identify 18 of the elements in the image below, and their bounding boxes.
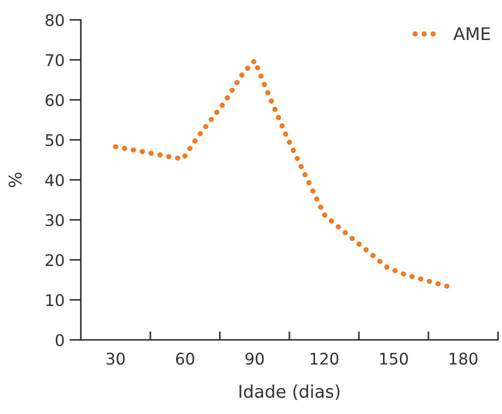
y-tick-label: 80	[46, 14, 64, 26]
y-tick-label: 10	[46, 294, 64, 306]
x-tick-label: 120	[310, 352, 338, 365]
y-tick-label: 50	[46, 134, 64, 146]
y-tick-label: 70	[46, 54, 64, 66]
y-tick-label: 30	[46, 214, 64, 226]
x-tick-label: 30	[106, 352, 125, 365]
y-tick-label: 0	[56, 334, 64, 346]
x-tick-label: 60	[176, 352, 194, 365]
y-tick-label: 40	[45, 174, 64, 186]
y-axis-title: %	[8, 172, 22, 188]
y-tick-label: 60	[46, 94, 64, 106]
y-tick-label: 20	[46, 254, 64, 266]
x-axis-title: Idade (dias)	[240, 384, 340, 400]
legend-label: AME	[453, 27, 490, 40]
x-tick-label: 150	[380, 352, 408, 365]
x-tick-label: 90	[245, 352, 264, 365]
x-tick-label: 180	[450, 352, 478, 365]
